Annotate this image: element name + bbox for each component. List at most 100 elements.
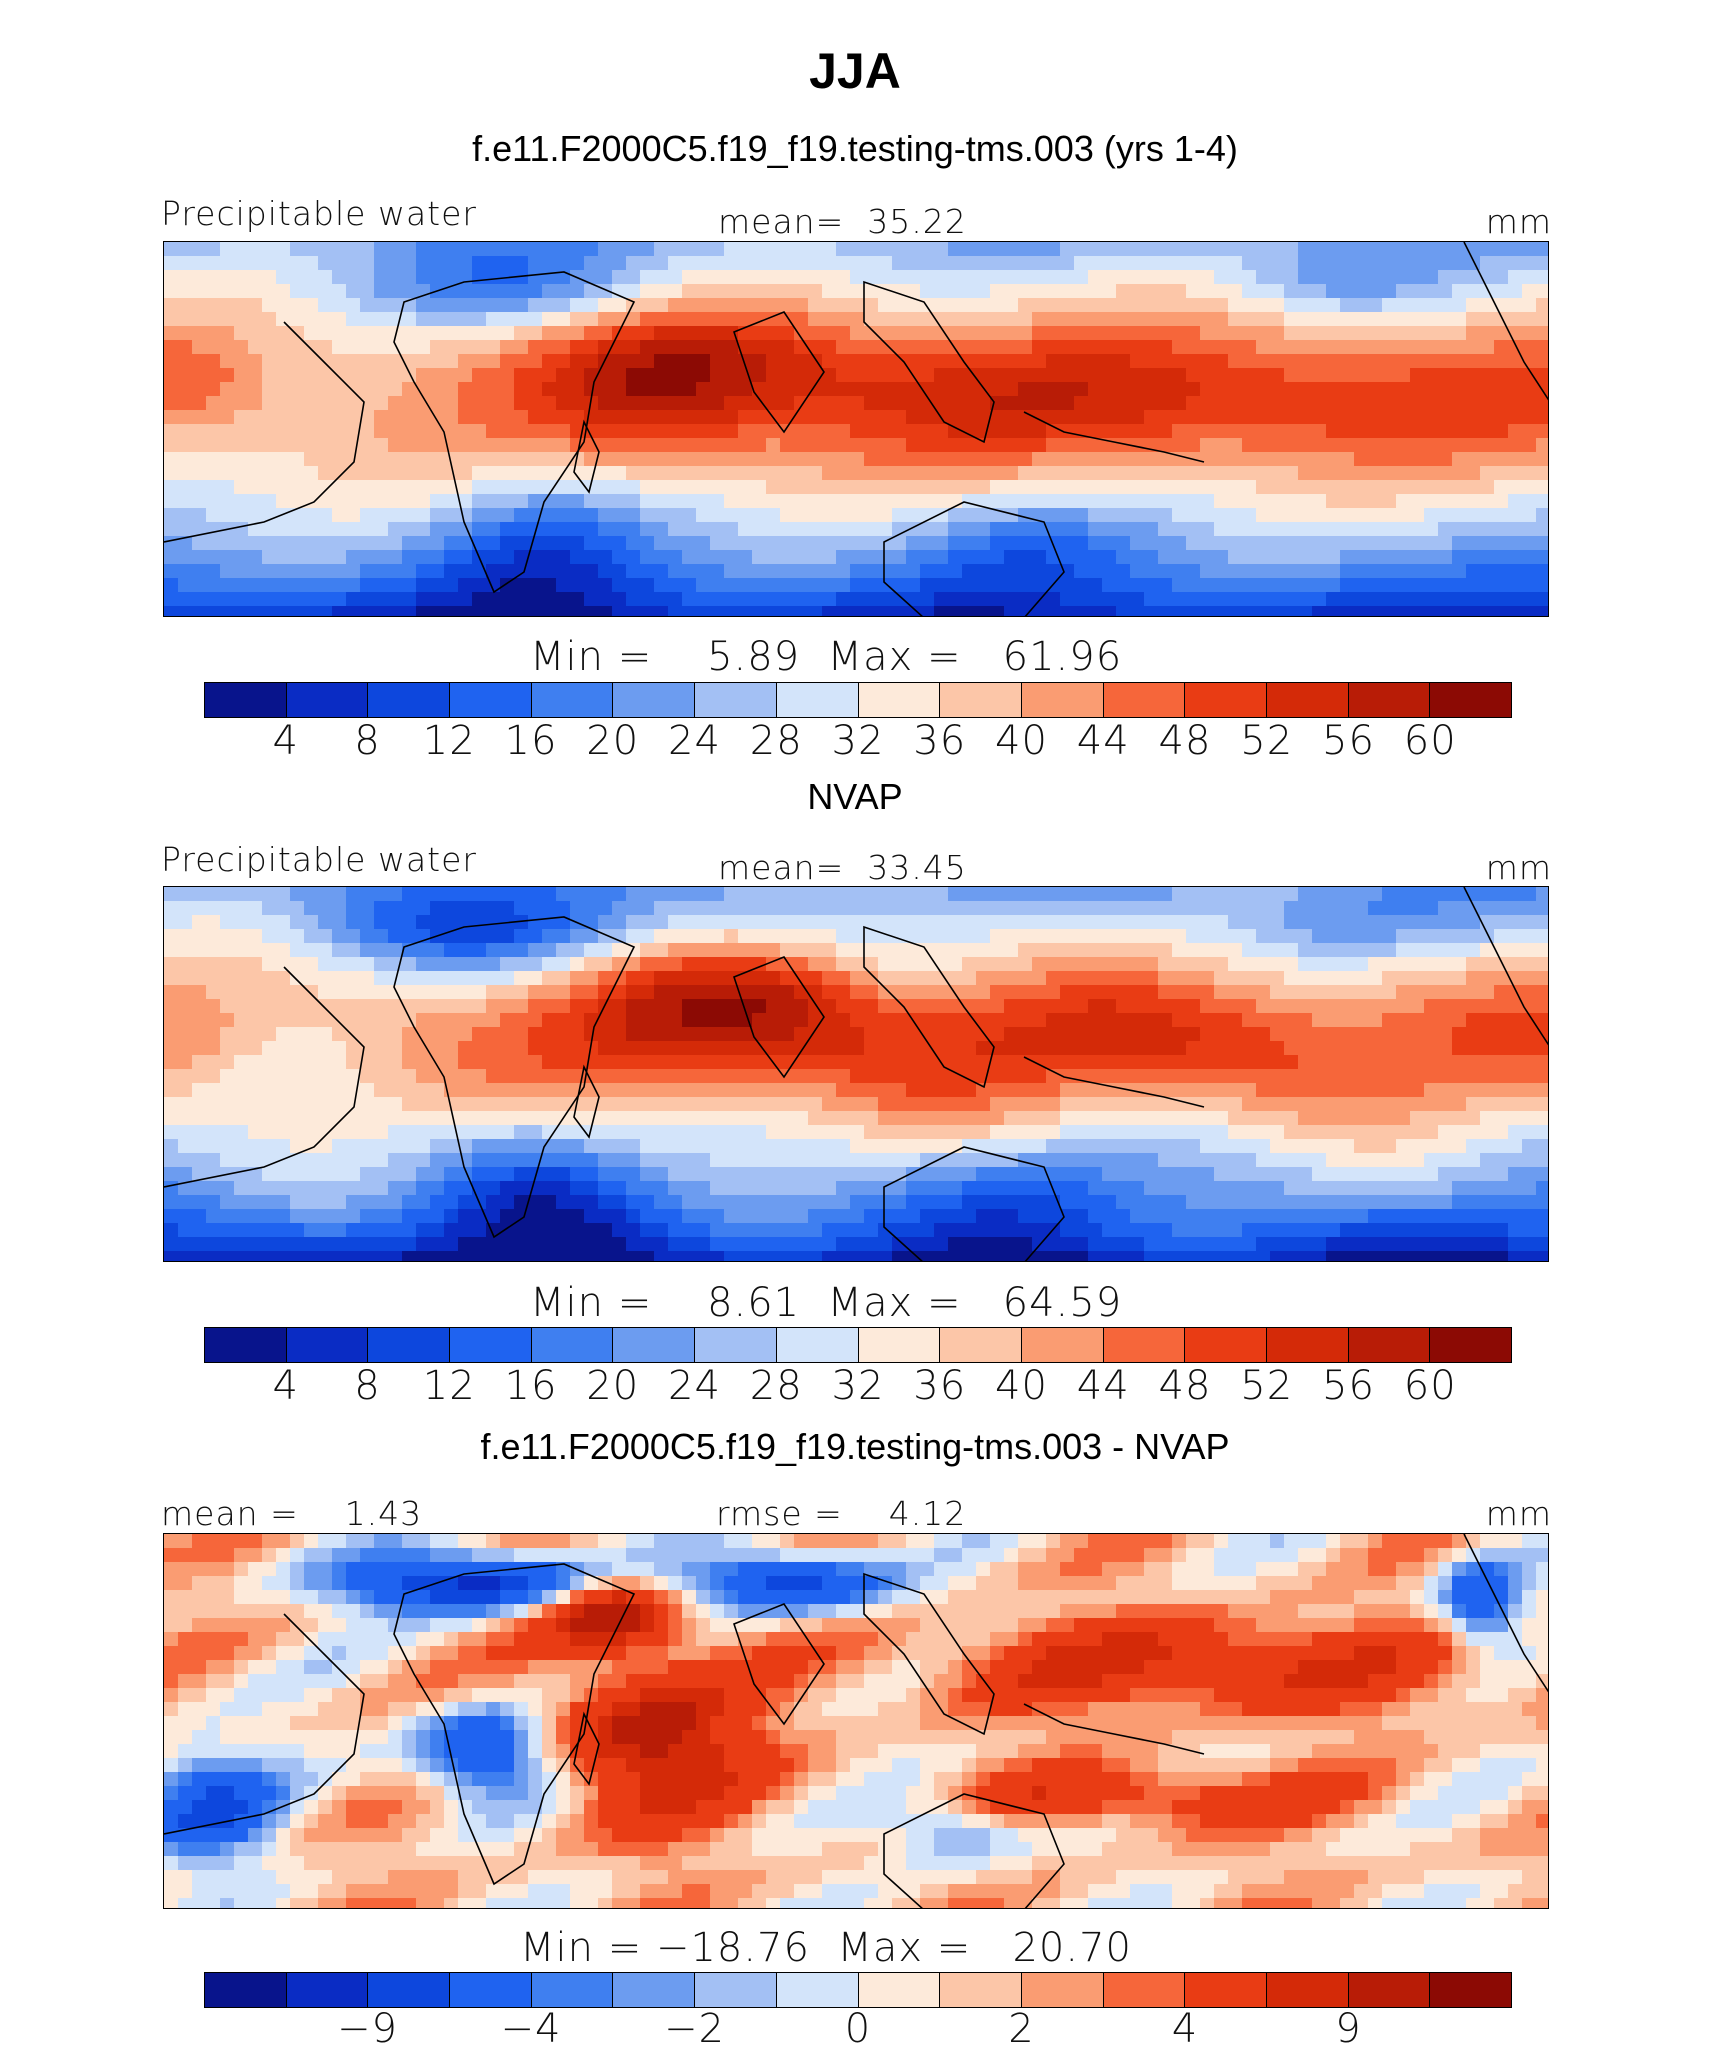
field-cell — [766, 438, 781, 453]
field-cell — [1424, 1111, 1439, 1126]
field-cell — [1102, 536, 1117, 551]
field-cell — [654, 929, 669, 944]
field-cell — [1130, 999, 1145, 1014]
field-cell — [1144, 1181, 1159, 1196]
field-cell — [1522, 578, 1537, 593]
field-cell — [850, 592, 865, 607]
field-cell — [878, 256, 893, 271]
field-cell — [528, 368, 543, 383]
field-cell — [472, 901, 487, 916]
field-cell — [1270, 340, 1285, 355]
field-cell — [164, 887, 179, 902]
field-cell — [234, 270, 249, 285]
field-cell — [1522, 1167, 1537, 1182]
field-cell — [584, 971, 599, 986]
field-cell — [1522, 887, 1537, 902]
field-cell — [1214, 536, 1229, 551]
field-cell — [1116, 985, 1131, 1000]
field-cell — [1060, 256, 1075, 271]
field-cell — [416, 270, 431, 285]
field-cell — [682, 1041, 697, 1056]
field-cell — [1242, 326, 1257, 341]
field-cell — [332, 410, 347, 425]
field-cell — [654, 452, 669, 467]
field-cell — [1004, 957, 1019, 972]
field-cell — [906, 298, 921, 313]
field-cell — [780, 578, 795, 593]
field-cell — [1004, 424, 1019, 439]
field-cell — [1340, 1181, 1355, 1196]
field-cell — [598, 438, 613, 453]
field-cell — [808, 438, 823, 453]
field-cell — [528, 1139, 543, 1154]
field-cell — [402, 915, 417, 930]
field-cell — [346, 1013, 361, 1028]
field-cell — [1214, 606, 1229, 616]
field-cell — [1536, 396, 1548, 411]
field-cell — [1396, 1125, 1411, 1140]
field-cell — [1130, 354, 1145, 369]
field-cell — [640, 298, 655, 313]
field-cell — [1200, 915, 1215, 930]
field-cell — [1270, 312, 1285, 327]
field-cell — [164, 957, 179, 972]
colorbar-tick-label: 56 — [1322, 718, 1375, 764]
field-cell — [1536, 480, 1548, 495]
field-cell — [206, 508, 221, 523]
field-cell — [1396, 957, 1411, 972]
field-cell — [1410, 1041, 1425, 1056]
field-cell — [500, 242, 515, 257]
field-cell — [976, 340, 991, 355]
field-cell — [444, 1153, 459, 1168]
field-cell — [1494, 312, 1509, 327]
field-cell — [542, 971, 557, 986]
field-cell — [500, 480, 515, 495]
field-cell — [1018, 368, 1033, 383]
field-cell — [1452, 256, 1467, 271]
field-cell — [808, 508, 823, 523]
field-cell — [752, 1111, 767, 1126]
field-cell — [948, 915, 963, 930]
field-cell — [836, 1153, 851, 1168]
field-cell — [290, 1055, 305, 1070]
field-cell — [948, 438, 963, 453]
field-cell — [780, 550, 795, 565]
field-cell — [1508, 522, 1523, 537]
field-cell — [696, 564, 711, 579]
field-cell — [1340, 494, 1355, 509]
field-cell — [1326, 1153, 1341, 1168]
field-cell — [1284, 480, 1299, 495]
field-cell — [570, 1055, 585, 1070]
field-cell — [710, 508, 725, 523]
field-cell — [668, 522, 683, 537]
field-cell — [1480, 564, 1495, 579]
field-cell — [934, 270, 949, 285]
colorbar-tick-label: 28 — [749, 718, 803, 764]
field-cell — [1354, 1055, 1369, 1070]
field-cell — [710, 1181, 725, 1196]
field-cell — [164, 494, 179, 509]
field-cell — [430, 340, 445, 355]
field-cell — [710, 957, 725, 972]
field-cell — [458, 382, 473, 397]
field-cell — [1452, 999, 1467, 1014]
field-cell — [416, 438, 431, 453]
field-cell — [976, 957, 991, 972]
field-cell — [304, 1055, 319, 1070]
field-cell — [892, 536, 907, 551]
field-cell — [1340, 1153, 1355, 1168]
field-cell — [1060, 536, 1075, 551]
field-cell — [598, 1055, 613, 1070]
field-cell — [1284, 452, 1299, 467]
field-cell — [1046, 1097, 1061, 1112]
field-cell — [1242, 550, 1257, 565]
field-cell — [192, 326, 207, 341]
field-cell — [472, 326, 487, 341]
field-cell — [178, 971, 193, 986]
field-cell — [318, 1167, 333, 1182]
field-cell — [388, 985, 403, 1000]
field-cell — [1396, 284, 1411, 299]
field-cell — [1074, 368, 1089, 383]
field-cell — [1284, 915, 1299, 930]
field-cell — [1046, 354, 1061, 369]
